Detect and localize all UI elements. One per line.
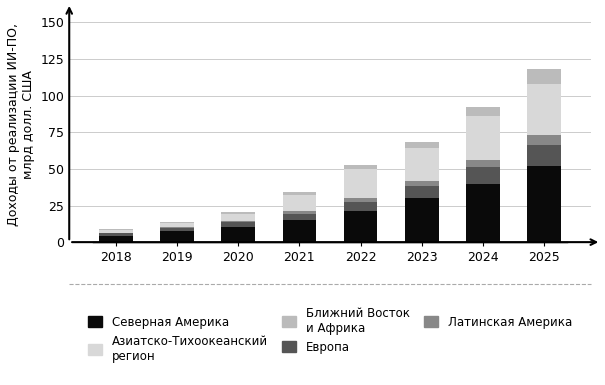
Bar (405, 186, 439, 198)
Bar (221, 212, 255, 214)
Bar (344, 169, 378, 198)
Bar (283, 194, 316, 211)
Bar (221, 223, 255, 227)
Bar (344, 165, 378, 169)
Bar (344, 198, 378, 202)
Bar (160, 231, 194, 242)
Bar (466, 116, 500, 160)
Bar (344, 202, 378, 211)
Bar (221, 221, 255, 223)
Bar (344, 211, 378, 242)
Bar (527, 69, 561, 84)
Legend: Северная Америка, Азиатско-Тихоокеанский
регион, Ближний Восток
и Африка, Европа: Северная Америка, Азиатско-Тихоокеанский… (88, 306, 572, 363)
Bar (405, 142, 439, 148)
Bar (283, 220, 316, 242)
Bar (405, 148, 439, 181)
Bar (466, 167, 500, 184)
Bar (221, 214, 255, 221)
Bar (527, 166, 561, 242)
Bar (527, 146, 561, 166)
Bar (99, 229, 132, 230)
Bar (221, 227, 255, 242)
Bar (160, 227, 194, 228)
Bar (405, 181, 439, 186)
Bar (527, 84, 561, 135)
Bar (283, 211, 316, 214)
Bar (405, 198, 439, 242)
Bar (283, 192, 316, 194)
Bar (160, 228, 194, 231)
Bar (283, 214, 316, 220)
Bar (160, 223, 194, 227)
Bar (99, 230, 132, 233)
Bar (466, 160, 500, 167)
Bar (527, 135, 561, 146)
Bar (466, 184, 500, 242)
Bar (466, 107, 500, 116)
Bar (99, 236, 132, 242)
Y-axis label: Доходы от реализации ИИ-ПО,
млрд долл. США: Доходы от реализации ИИ-ПО, млрд долл. С… (7, 23, 35, 226)
Bar (99, 233, 132, 236)
